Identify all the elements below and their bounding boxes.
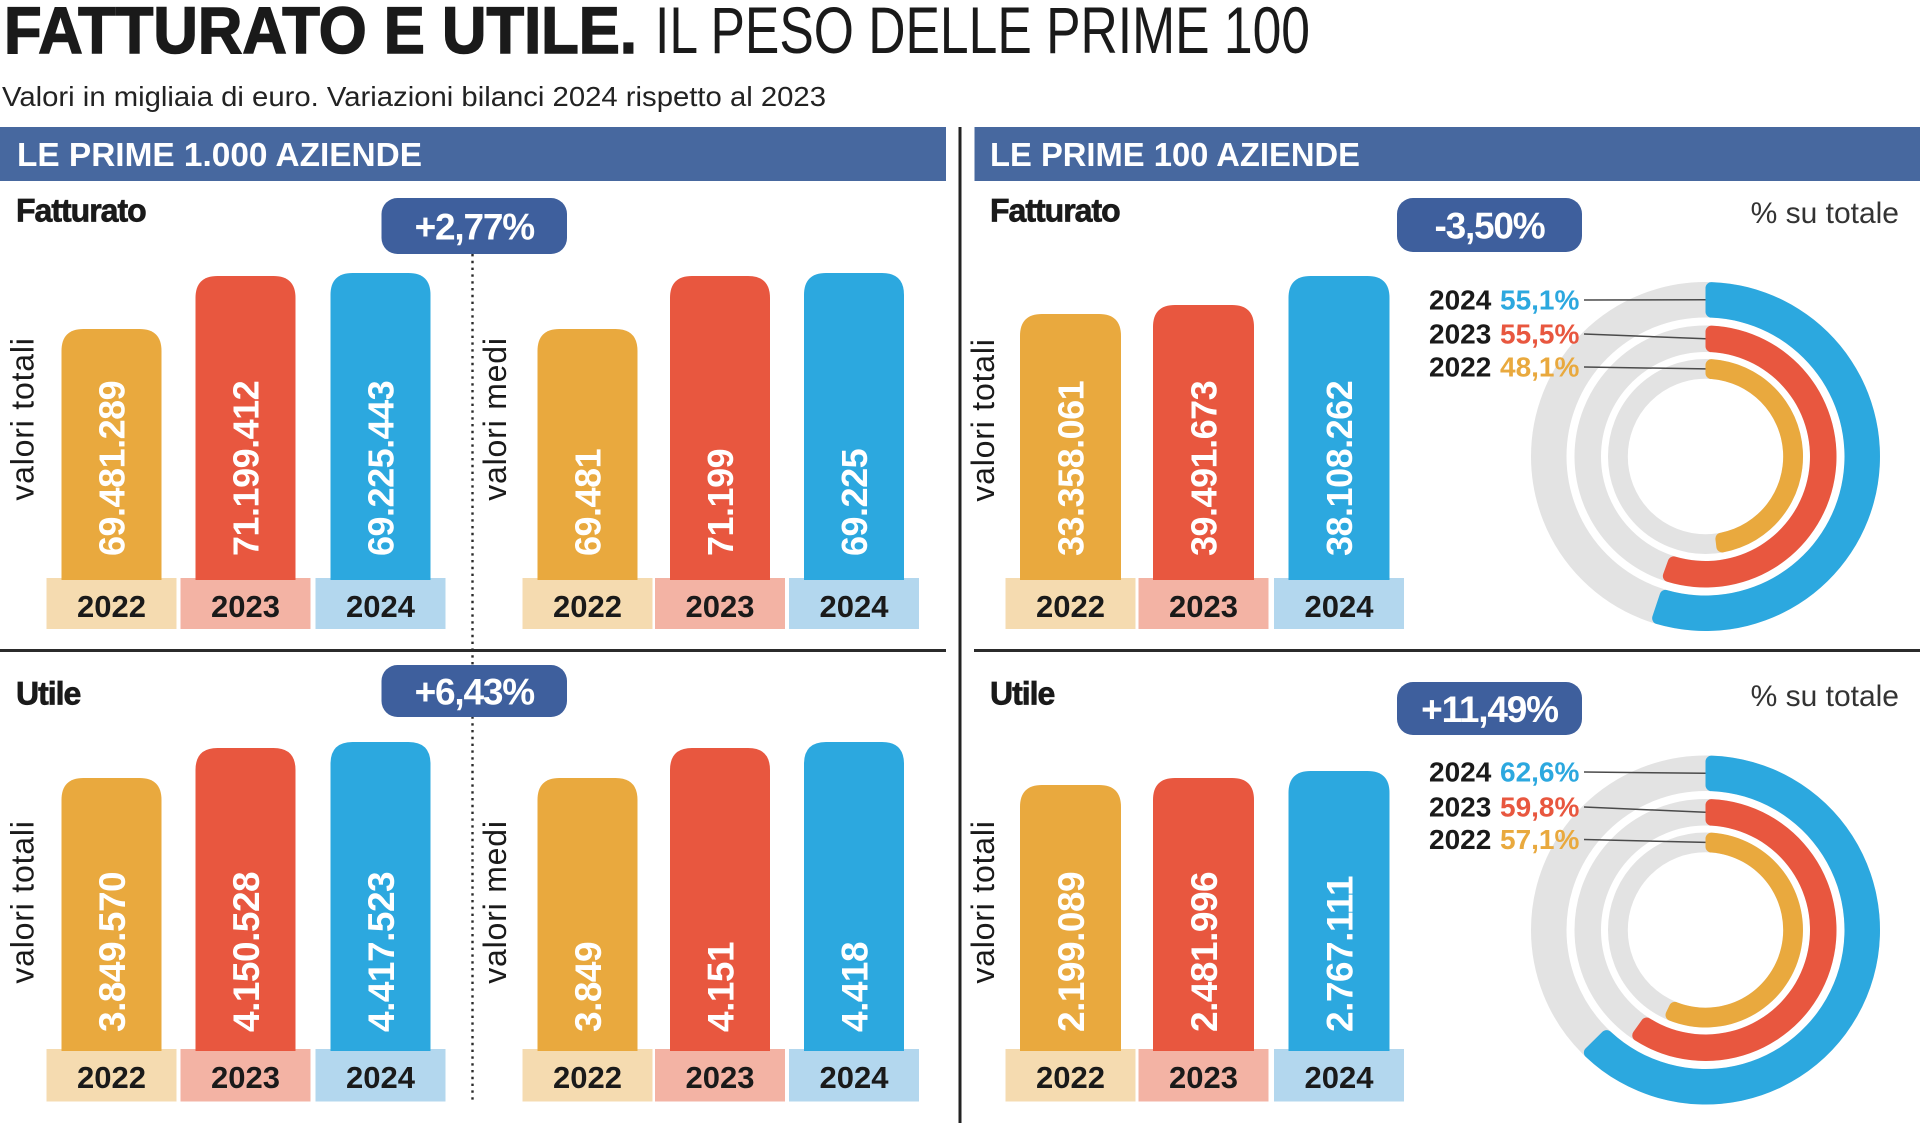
svg-text:2022: 2022 (77, 1060, 146, 1095)
svg-text:2024: 2024 (1305, 1060, 1375, 1095)
svg-text:69.481: 69.481 (568, 448, 609, 556)
svg-text:69.225: 69.225 (834, 448, 875, 556)
svg-text:2022: 2022 (77, 589, 146, 624)
svg-text:Fatturato: Fatturato (990, 193, 1120, 229)
svg-text:valori totali: valori totali (965, 338, 1001, 501)
svg-text:+2,77%: +2,77% (415, 207, 535, 248)
svg-text:Utile: Utile (990, 676, 1055, 712)
svg-text:Valori in migliaia di euro. Va: Valori in migliaia di euro. Variazioni b… (2, 81, 826, 112)
svg-text:4.151: 4.151 (700, 942, 741, 1032)
svg-text:valori totali: valori totali (5, 820, 41, 983)
svg-text:% su totale: % su totale (1751, 197, 1899, 230)
svg-text:55,5%: 55,5% (1500, 319, 1579, 350)
svg-text:2023: 2023 (1169, 589, 1238, 624)
svg-text:2024: 2024 (1305, 589, 1375, 624)
svg-text:2023: 2023 (1429, 792, 1491, 823)
svg-text:2.481.996: 2.481.996 (1184, 872, 1225, 1032)
svg-text:valori medi: valori medi (477, 337, 513, 501)
svg-text:2023: 2023 (686, 589, 755, 624)
svg-text:3.849.570: 3.849.570 (92, 872, 133, 1032)
svg-text:48,1%: 48,1% (1500, 352, 1579, 383)
svg-text:2022: 2022 (1036, 1060, 1105, 1095)
svg-text:3.849: 3.849 (568, 942, 609, 1032)
svg-text:2024: 2024 (346, 1060, 416, 1095)
svg-text:4.150.528: 4.150.528 (226, 872, 267, 1032)
svg-text:59,8%: 59,8% (1500, 792, 1579, 823)
svg-text:2023: 2023 (211, 589, 280, 624)
svg-text:69.481.289: 69.481.289 (92, 381, 133, 556)
svg-text:2022: 2022 (553, 1060, 622, 1095)
svg-text:71.199: 71.199 (700, 449, 741, 556)
svg-text:4.418: 4.418 (834, 942, 875, 1032)
svg-text:2024: 2024 (1429, 285, 1492, 316)
svg-text:LE PRIME 100 AZIENDE: LE PRIME 100 AZIENDE (990, 136, 1360, 173)
svg-text:-3,50%: -3,50% (1434, 206, 1544, 247)
svg-text:Fatturato: Fatturato (16, 193, 146, 229)
svg-text:39.491.673: 39.491.673 (1184, 381, 1225, 556)
svg-text:2023: 2023 (1169, 1060, 1238, 1095)
svg-text:55,1%: 55,1% (1500, 285, 1579, 316)
svg-text:38.108.262: 38.108.262 (1319, 381, 1360, 556)
svg-text:2022: 2022 (1429, 352, 1491, 383)
svg-text:2022: 2022 (1429, 824, 1491, 855)
svg-text:+11,49%: +11,49% (1421, 689, 1558, 730)
svg-text:2.199.089: 2.199.089 (1051, 872, 1092, 1032)
svg-text:valori medi: valori medi (477, 820, 513, 984)
svg-text:Utile: Utile (16, 676, 81, 712)
svg-text:valori totali: valori totali (965, 820, 1001, 983)
svg-text:4.417.523: 4.417.523 (361, 872, 402, 1032)
svg-text:2024: 2024 (346, 589, 416, 624)
svg-text:62,6%: 62,6% (1500, 757, 1579, 788)
svg-text:valori totali: valori totali (5, 337, 41, 500)
svg-text:IL PESO DELLE PRIME 100: IL PESO DELLE PRIME 100 (655, 0, 1310, 67)
svg-text:57,1%: 57,1% (1500, 824, 1579, 855)
svg-text:2022: 2022 (553, 589, 622, 624)
svg-text:2022: 2022 (1036, 589, 1105, 624)
svg-text:FATTURATO E UTILE.: FATTURATO E UTILE. (4, 0, 637, 67)
svg-text:69.225.443: 69.225.443 (361, 381, 402, 556)
svg-text:2023: 2023 (1429, 319, 1491, 350)
svg-text:2023: 2023 (211, 1060, 280, 1095)
svg-text:LE PRIME 1.000 AZIENDE: LE PRIME 1.000 AZIENDE (17, 136, 422, 173)
svg-text:2023: 2023 (686, 1060, 755, 1095)
svg-text:2.767.111: 2.767.111 (1319, 876, 1360, 1032)
svg-text:+6,43%: +6,43% (415, 672, 535, 713)
svg-text:2024: 2024 (820, 1060, 890, 1095)
svg-text:33.358.061: 33.358.061 (1051, 380, 1092, 556)
svg-text:2024: 2024 (820, 589, 890, 624)
svg-text:% su totale: % su totale (1751, 680, 1899, 713)
svg-text:2024: 2024 (1429, 757, 1492, 788)
svg-text:71.199.412: 71.199.412 (226, 381, 267, 556)
